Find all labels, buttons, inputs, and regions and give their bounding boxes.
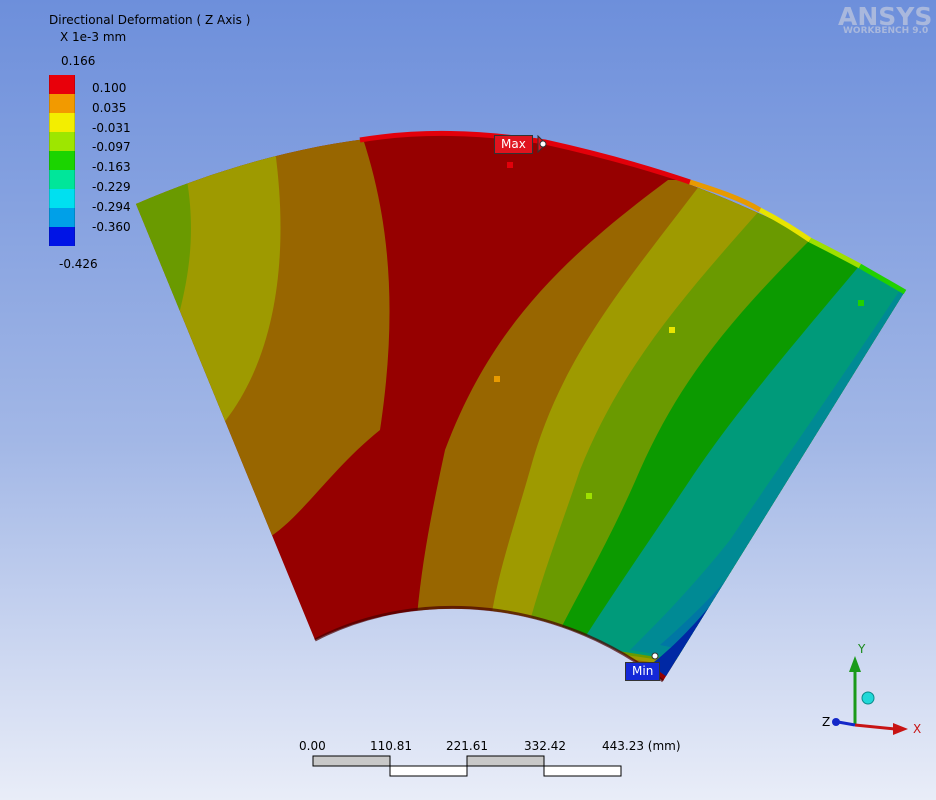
legend-title: Directional Deformation ( Z Axis ) — [49, 13, 251, 27]
legend-min-value: -0.426 — [59, 257, 98, 271]
legend-color-bar — [49, 75, 75, 246]
legend-band — [49, 208, 75, 227]
scale-segment — [389, 765, 468, 777]
legend-max-value: 0.166 — [61, 54, 96, 68]
scale-segment — [312, 755, 391, 767]
scale-segment — [466, 755, 545, 767]
z-axis-head — [832, 718, 840, 726]
z-axis-arrow — [837, 720, 856, 727]
x-axis-label: X — [913, 722, 921, 736]
scale-segment — [543, 765, 622, 777]
axis-triad[interactable]: Y X Z — [822, 642, 921, 736]
legend-band — [49, 113, 75, 132]
isometric-view-ball[interactable] — [861, 691, 875, 705]
legend-band — [49, 170, 75, 189]
legend-label: -0.097 — [92, 140, 131, 155]
edge-yellow — [758, 207, 812, 243]
x-axis-arrow — [854, 723, 896, 731]
y-axis-arrowhead — [849, 656, 861, 672]
legend-band — [49, 94, 75, 113]
legend-band — [49, 132, 75, 151]
logo-subtitle: WORKBENCH 9.0 — [843, 26, 929, 36]
min-probe-dot — [651, 652, 659, 660]
scale-tick-label: 0.00 — [299, 739, 326, 753]
legend-label: -0.294 — [92, 199, 131, 214]
scale-tick-label: 332.42 — [524, 739, 566, 753]
edge-orange — [689, 179, 762, 213]
scale-tick-label: 221.61 — [446, 739, 488, 753]
z-axis-label: Z — [822, 715, 830, 729]
x-axis-arrowhead — [893, 723, 908, 735]
min-probe-label[interactable]: Min — [625, 662, 661, 681]
legend-band — [49, 151, 75, 170]
node-marker — [494, 376, 500, 382]
ansys-logo: ANSYS — [838, 2, 933, 31]
legend-band — [49, 189, 75, 208]
legend-band — [49, 227, 75, 246]
max-probe-label[interactable]: Max — [494, 135, 533, 154]
scale-tick-label: 443.23 (mm) — [602, 739, 681, 753]
legend-label: -0.229 — [92, 179, 131, 194]
node-marker — [507, 162, 513, 168]
legend-label: -0.031 — [92, 120, 131, 135]
y-axis-label: Y — [857, 642, 866, 656]
scale-bar — [312, 755, 622, 777]
node-marker — [669, 327, 675, 333]
deformation-contour — [136, 133, 905, 681]
legend-label: -0.360 — [92, 219, 131, 234]
scale-tick-label: 110.81 — [370, 739, 412, 753]
legend-band — [49, 75, 75, 94]
node-marker — [858, 300, 864, 306]
node-marker — [586, 493, 592, 499]
band-lime-left — [136, 180, 191, 330]
legend-labels: 0.100 0.035 -0.031 -0.097 -0.163 -0.229 … — [92, 80, 131, 238]
legend-label: -0.163 — [92, 160, 131, 175]
edge-lime — [808, 237, 862, 269]
legend-unit: X 1e-3 mm — [60, 30, 127, 44]
inner-arc-edge — [314, 605, 664, 683]
edge-green — [858, 263, 907, 295]
max-probe-dot — [539, 140, 547, 148]
legend-label: 0.035 — [92, 100, 127, 115]
legend-label: 0.100 — [92, 81, 127, 95]
